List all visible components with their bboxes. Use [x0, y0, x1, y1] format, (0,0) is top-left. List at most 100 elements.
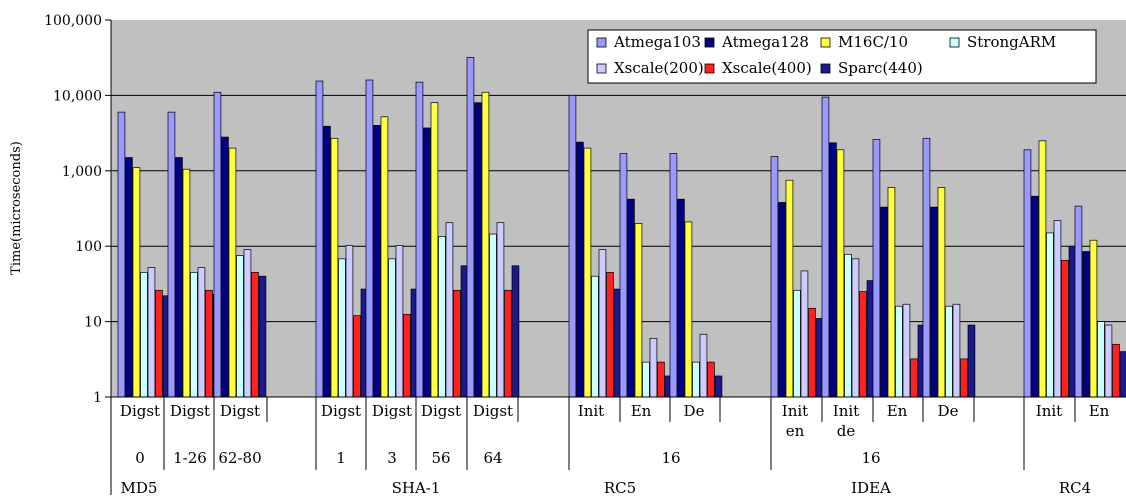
bar — [1038, 140, 1047, 398]
bar — [657, 361, 665, 398]
legend-label: StrongARM — [967, 33, 1056, 51]
category-sublabel: 56 — [431, 449, 450, 467]
bar — [1031, 195, 1039, 398]
legend-swatch — [704, 37, 715, 48]
bar — [175, 157, 183, 398]
category-tick-label: Digst — [473, 402, 513, 420]
bar — [1089, 239, 1098, 398]
legend-swatch — [949, 37, 960, 48]
bar — [844, 253, 852, 398]
category-tick-label: Digst — [372, 402, 412, 420]
bar — [504, 289, 512, 398]
category-tick-label: De — [938, 402, 959, 420]
category-sublabel: 1-26 — [173, 449, 207, 467]
category-tick-label: Digst — [220, 402, 260, 420]
bar — [1119, 351, 1126, 398]
bar — [388, 258, 396, 398]
category-tick-label: Digst — [170, 402, 210, 420]
bar — [1082, 251, 1090, 398]
bar — [910, 358, 918, 398]
bar — [851, 258, 860, 398]
bar — [511, 265, 520, 398]
algorithm-label: RC4 — [1059, 479, 1091, 497]
bar — [922, 137, 931, 398]
category-tick-label: de — [837, 422, 856, 440]
bar — [583, 147, 592, 398]
bar — [707, 361, 715, 398]
bar — [669, 153, 678, 398]
bars — [117, 56, 1126, 398]
bar — [684, 221, 693, 398]
bar — [423, 127, 431, 398]
category-sublabel: 3 — [387, 449, 397, 467]
bar — [1112, 343, 1120, 398]
bar — [330, 137, 339, 398]
bar — [606, 271, 614, 398]
category-tick-label: En — [631, 402, 652, 420]
y-tick-label: 100,000 — [44, 13, 102, 29]
bar — [937, 187, 946, 398]
bar — [634, 223, 643, 398]
bar — [568, 95, 577, 398]
bar — [829, 142, 837, 398]
bar — [453, 289, 461, 398]
bar — [236, 255, 244, 398]
bar — [785, 179, 794, 398]
algorithm-label: SHA-1 — [392, 479, 441, 497]
legend-label: Atmega128 — [721, 33, 809, 51]
bar — [221, 136, 229, 398]
bar — [125, 157, 133, 398]
bar — [692, 361, 700, 398]
bar — [576, 141, 584, 398]
category-tick-label: Init — [782, 402, 808, 420]
category-tick-label: De — [684, 402, 705, 420]
legend-swatch — [704, 63, 715, 74]
bar — [1104, 324, 1113, 398]
bar — [808, 307, 816, 398]
bar — [778, 202, 786, 398]
bar — [836, 149, 845, 398]
bar — [243, 249, 252, 398]
y-tick-label: 10 — [84, 315, 102, 331]
bar — [197, 267, 206, 398]
bar — [627, 198, 635, 398]
category-sublabel: 1 — [336, 449, 346, 467]
algorithm-label: RC5 — [604, 479, 636, 497]
legend-label: Sparc(440) — [838, 59, 923, 77]
category-sublabel: 0 — [135, 449, 145, 467]
legend-swatch — [596, 63, 607, 74]
bar — [474, 102, 482, 398]
category-sublabel: 16 — [661, 449, 680, 467]
category-sublabel: 62-80 — [218, 449, 261, 467]
category-tick-label: Init — [833, 402, 859, 420]
bar — [182, 168, 191, 398]
algorithm-label: MD5 — [121, 479, 158, 497]
bar — [489, 233, 497, 398]
bar — [380, 116, 389, 398]
y-tick-label: 1,000 — [62, 164, 102, 180]
category-tick-label: Digst — [421, 402, 461, 420]
bar — [190, 271, 198, 398]
bar — [258, 275, 267, 398]
legend-swatch — [596, 37, 607, 48]
category-tick-label: Digst — [120, 402, 160, 420]
legend-label: Atmega103 — [613, 33, 701, 51]
legend-swatch — [820, 63, 831, 74]
category-tick-label: En — [887, 402, 908, 420]
legend-label: Xscale(400) — [722, 59, 812, 77]
bar — [167, 111, 176, 398]
legend: Atmega103 Atmega128 M16C/10 StrongARM Xscale… — [587, 29, 1097, 84]
bar — [213, 91, 222, 398]
bar — [430, 102, 439, 398]
category-tick-label: Digst — [321, 402, 361, 420]
legend-label: Xscale(200) — [614, 59, 704, 77]
category-axis: Digst Digst Digst Digst Digst Digst Digst Init E… — [110, 397, 1110, 497]
bar — [895, 305, 903, 398]
bar — [1061, 259, 1069, 398]
bar — [438, 236, 446, 398]
bar — [228, 147, 237, 398]
bar — [466, 56, 475, 398]
bar — [251, 271, 259, 398]
